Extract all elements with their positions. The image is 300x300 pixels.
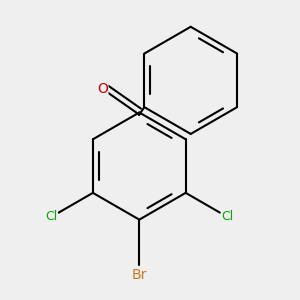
- Text: Br: Br: [132, 268, 147, 282]
- Text: O: O: [97, 82, 108, 96]
- Text: Cl: Cl: [45, 211, 57, 224]
- Text: Cl: Cl: [221, 211, 234, 224]
